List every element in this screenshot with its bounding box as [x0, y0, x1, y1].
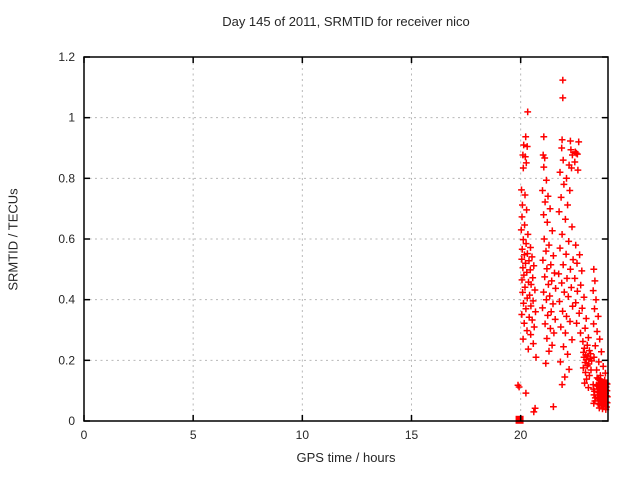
y-tick-label: 1 — [68, 111, 75, 125]
x-tick-label: 20 — [514, 428, 528, 442]
y-tick-label: 0.6 — [58, 232, 75, 246]
x-tick-label: 5 — [190, 428, 197, 442]
y-tick-label: 0.4 — [58, 293, 75, 307]
square-point — [515, 415, 524, 424]
y-tick-label: 0 — [68, 414, 75, 428]
y-tick-label: 0.8 — [58, 171, 75, 185]
x-tick-label: 15 — [405, 428, 419, 442]
x-axis-label: GPS time / hours — [296, 450, 396, 465]
chart-title: Day 145 of 2011, SRMTID for receiver nic… — [222, 14, 470, 29]
scatter-points — [514, 76, 611, 416]
y-tick-label: 1.2 — [58, 50, 75, 64]
x-tick-label: 0 — [81, 428, 88, 442]
y-tick-label: 0.2 — [58, 353, 75, 367]
y-axis-label: SRMTID / TECUs — [5, 188, 21, 291]
x-tick-label: 10 — [296, 428, 310, 442]
